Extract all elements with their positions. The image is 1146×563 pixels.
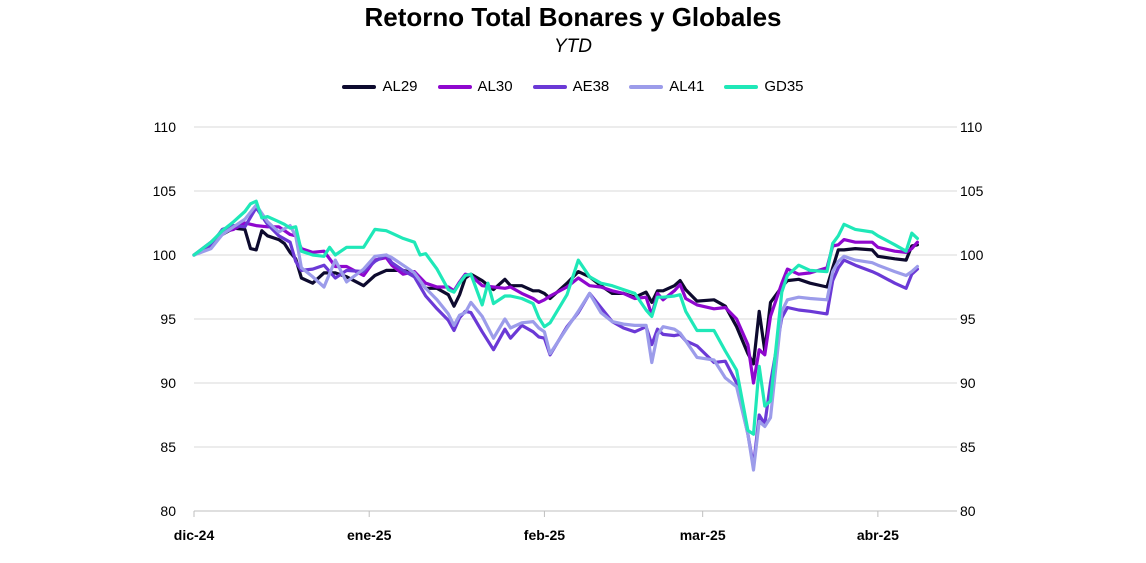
legend-label: AL41 bbox=[669, 78, 705, 95]
x-tick-label: mar-25 bbox=[680, 527, 726, 543]
series-line-al30 bbox=[192, 221, 920, 385]
legend-label: GD35 bbox=[764, 78, 804, 95]
y-tick-label-left: 100 bbox=[153, 247, 177, 263]
y-tick-label-right: 110 bbox=[960, 119, 983, 135]
y-tick-label-left: 110 bbox=[154, 119, 177, 135]
x-tick-label: dic-24 bbox=[174, 527, 215, 543]
legend-item-ae38: AE38 bbox=[532, 78, 610, 95]
legend-swatch bbox=[629, 84, 664, 89]
legend-label: AL30 bbox=[477, 78, 513, 95]
legend-item-gd35: GD35 bbox=[724, 78, 804, 95]
legend-swatch bbox=[437, 84, 472, 89]
y-tick-label-right: 80 bbox=[960, 503, 976, 519]
legend-label: AL29 bbox=[382, 78, 418, 95]
legend-swatch bbox=[532, 84, 567, 89]
series-line-gd35 bbox=[192, 199, 920, 436]
legend-item-al41: AL41 bbox=[629, 78, 704, 95]
y-tick-label-left: 95 bbox=[160, 311, 176, 327]
y-tick-label-right: 105 bbox=[960, 183, 984, 199]
legend-label: AE38 bbox=[572, 78, 610, 95]
y-tick-label-right: 100 bbox=[960, 247, 984, 263]
chart-title: Retorno Total Bonares y Globales bbox=[364, 2, 782, 32]
y-tick-label-right: 95 bbox=[960, 311, 976, 327]
chart-legend: AL29 AL30 AE38 AL41 GD35 bbox=[0, 78, 1146, 95]
x-tick-label: ene-25 bbox=[347, 527, 392, 543]
y-tick-label-right: 90 bbox=[960, 375, 976, 391]
legend-item-al30: AL30 bbox=[437, 78, 513, 95]
series-line-ae38 bbox=[192, 206, 920, 468]
x-tick-label: abr-25 bbox=[857, 527, 899, 543]
y-tick-label-left: 90 bbox=[160, 375, 176, 391]
chart-subtitle: YTD bbox=[554, 36, 592, 57]
legend-item-al29: AL29 bbox=[342, 78, 418, 95]
y-tick-label-right: 85 bbox=[960, 439, 976, 455]
y-tick-label-left: 80 bbox=[160, 503, 176, 519]
y-tick-label-left: 85 bbox=[160, 439, 176, 455]
series-line-al29 bbox=[192, 226, 920, 366]
legend-swatch bbox=[342, 84, 377, 89]
x-tick-label: feb-25 bbox=[524, 527, 565, 543]
legend-swatch bbox=[724, 84, 759, 89]
series-line-al41 bbox=[192, 203, 920, 472]
y-tick-label-left: 105 bbox=[153, 183, 177, 199]
